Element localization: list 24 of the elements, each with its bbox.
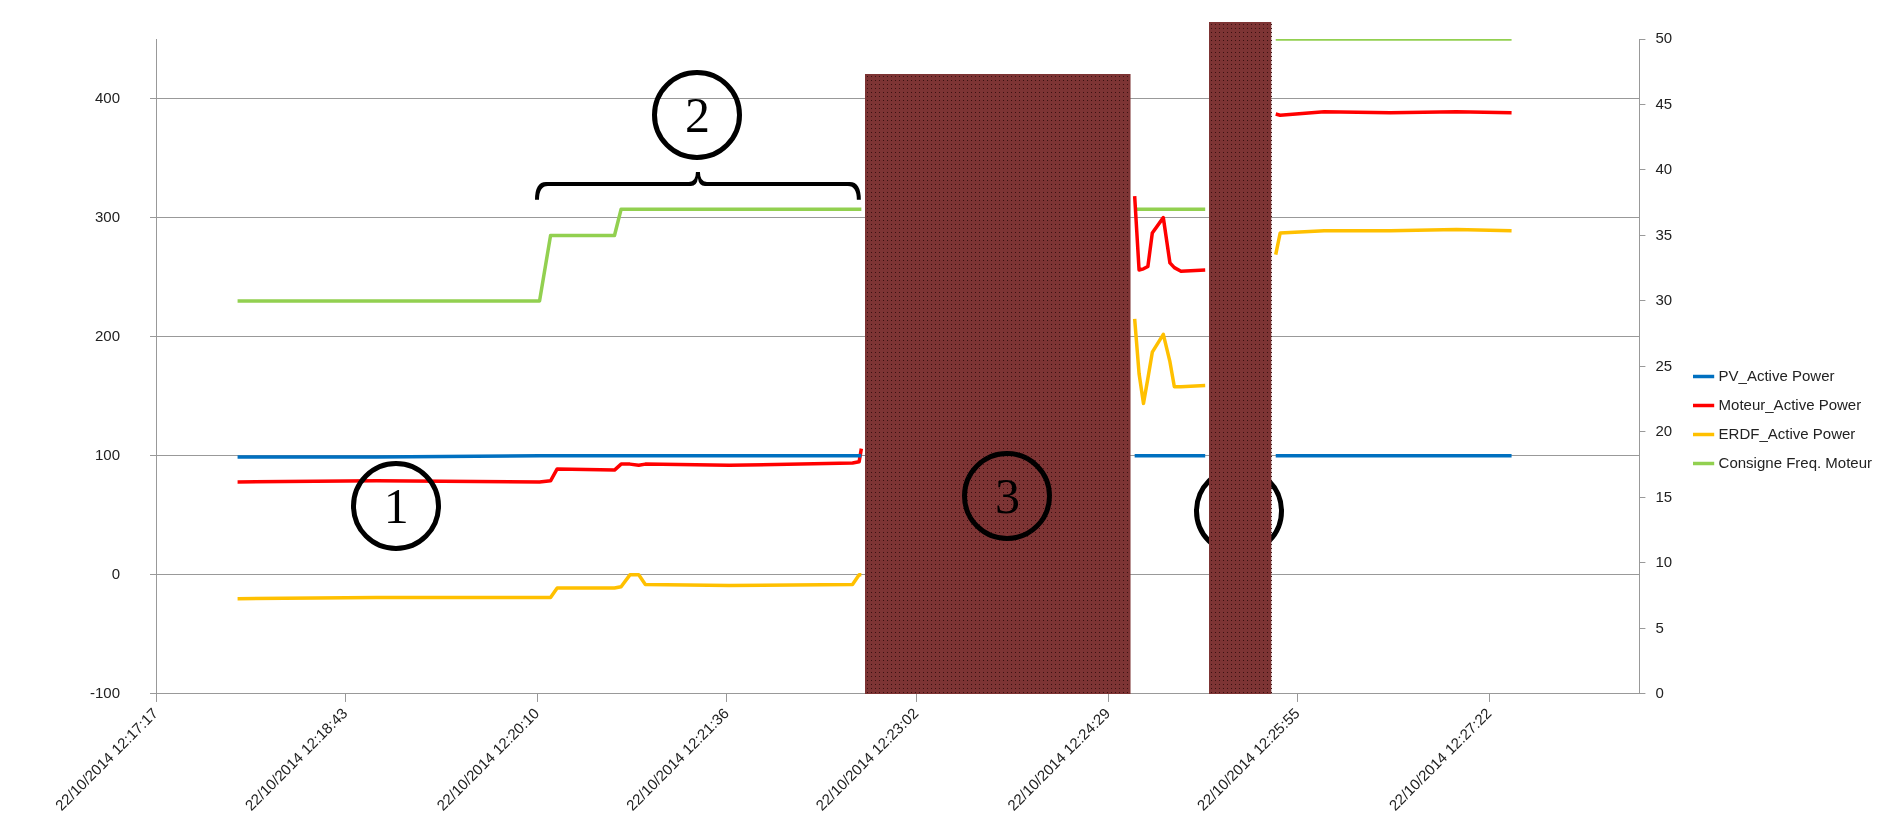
y2-tick-label: 45 [1655, 94, 1673, 112]
y-tick-label: 100 [94, 445, 121, 463]
y-tick-label: -100 [89, 684, 121, 702]
legend-label: Moteur_Active Power [1718, 395, 1862, 413]
y2-tick-label: 25 [1655, 356, 1673, 374]
legend-label: ERDF_Active Power [1718, 424, 1856, 442]
annotation: 1 [383, 477, 409, 534]
y2-tick-label: 35 [1655, 225, 1673, 243]
y2-tick-label: 20 [1655, 422, 1673, 440]
y2-tick-label: 5 [1655, 618, 1664, 636]
y2-tick-label: 15 [1655, 487, 1673, 505]
y-tick-label: 0 [111, 565, 121, 583]
y2-tick-label: 40 [1655, 160, 1673, 178]
y-tick-label: 200 [94, 326, 121, 344]
y-tick-label: 400 [94, 88, 121, 106]
y2-tick-label: 50 [1655, 29, 1673, 47]
annotation: 2 [684, 86, 710, 143]
y2-tick-label: 30 [1655, 291, 1673, 309]
y-tick-label: 300 [94, 207, 121, 225]
annotation: 3 [994, 467, 1020, 524]
legend-label: PV_Active Power [1718, 366, 1835, 384]
y2-tick-label: 10 [1655, 553, 1673, 571]
y2-tick-label: 0 [1655, 684, 1664, 702]
legend-label: Consigne Freq. Moteur [1718, 453, 1872, 471]
